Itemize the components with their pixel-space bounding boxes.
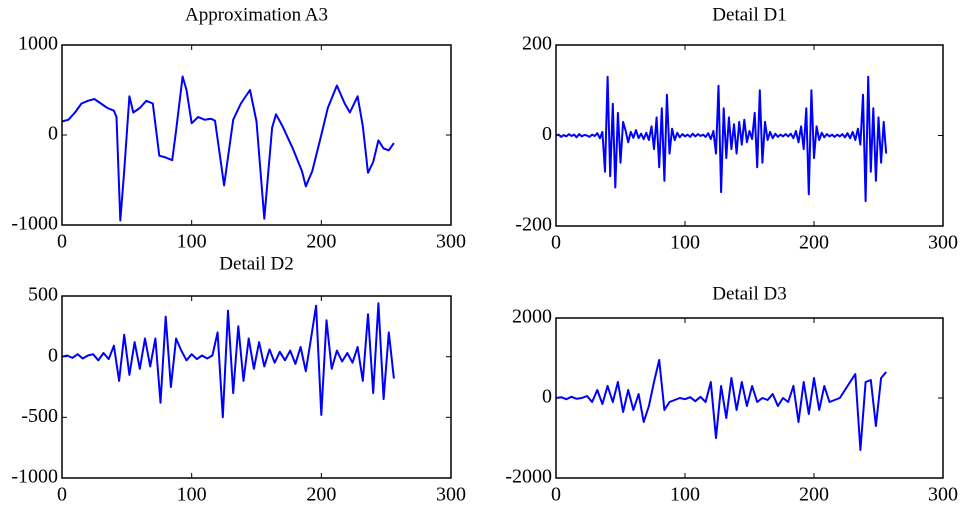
data-line <box>555 75 888 203</box>
subplot-title: Detail D2 <box>219 253 293 274</box>
x-tick-label: 200 <box>799 484 829 506</box>
y-tick-label: 200 <box>522 33 552 55</box>
x-tick-label: 200 <box>306 484 336 506</box>
x-tick-label: 200 <box>799 232 829 254</box>
y-tick-label: 0 <box>542 386 552 408</box>
data-line <box>61 75 395 222</box>
y-tick-label: 0 <box>48 123 58 145</box>
y-tick-label: 500 <box>28 284 58 306</box>
x-tick-label: 0 <box>551 484 561 506</box>
subplot-title: Detail D3 <box>712 283 786 304</box>
axes-box <box>61 295 452 479</box>
axes-box <box>555 44 944 227</box>
y-tick-label: 2000 <box>512 306 552 328</box>
data-line <box>61 302 395 419</box>
y-tick-label: 1000 <box>18 33 58 55</box>
y-tick-label: -1000 <box>11 466 58 488</box>
x-tick-label: 300 <box>928 484 958 506</box>
x-tick-label: 100 <box>670 232 700 254</box>
y-tick-label: 0 <box>542 123 552 145</box>
y-tick-label: -200 <box>515 214 552 236</box>
data-line <box>555 359 887 451</box>
axes-box <box>555 317 944 479</box>
x-tick-label: 100 <box>177 484 207 506</box>
x-tick-label: 0 <box>57 231 67 253</box>
x-tick-label: 200 <box>306 231 336 253</box>
x-tick-label: 0 <box>57 484 67 506</box>
y-tick-label: -1000 <box>11 213 58 235</box>
y-tick-label: -500 <box>21 405 58 427</box>
x-tick-label: 300 <box>928 232 958 254</box>
axes-box <box>61 44 452 226</box>
x-tick-label: 300 <box>436 484 466 506</box>
y-tick-label: 0 <box>48 344 58 366</box>
subplot-title: Approximation A3 <box>185 4 328 25</box>
y-tick-label: -2000 <box>505 466 552 488</box>
subplot-title: Detail D1 <box>712 4 786 25</box>
x-tick-label: 0 <box>551 232 561 254</box>
x-tick-label: 100 <box>177 231 207 253</box>
x-tick-label: 100 <box>670 484 700 506</box>
x-tick-label: 300 <box>436 231 466 253</box>
